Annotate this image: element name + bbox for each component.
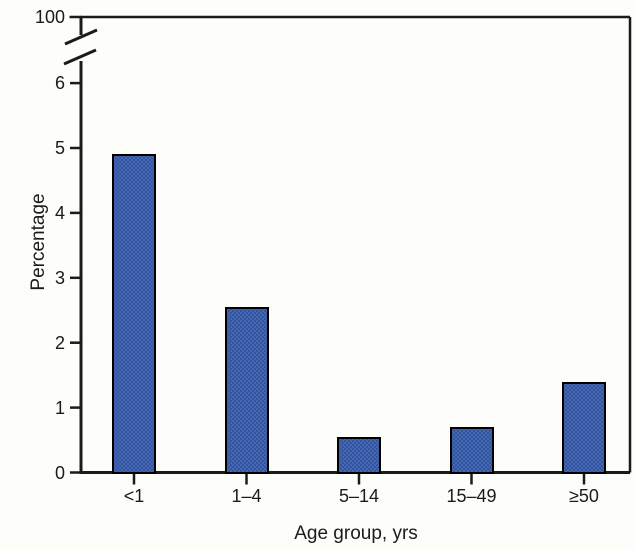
y-tick-label: 4	[54, 202, 65, 223]
y-tick-label: 0	[54, 462, 65, 483]
bar-4	[562, 381, 606, 474]
bar-1	[224, 307, 269, 474]
axis-break-slash	[63, 48, 97, 66]
y-axis-title: Percentage	[28, 193, 49, 291]
x-tick-label: ≥50	[569, 486, 599, 506]
y-tick-label: 2	[54, 332, 65, 353]
y-tick-label: 6	[54, 73, 65, 94]
bar-0	[112, 154, 156, 474]
x-axis-title: Age group, yrs	[294, 523, 418, 544]
y-tick-label: 3	[54, 267, 65, 288]
x-tick-label: <1	[123, 486, 145, 506]
x-tick-label: 1–4	[231, 486, 262, 506]
y-tick-label: 1	[54, 397, 65, 418]
y-tick-label: 5	[54, 138, 65, 158]
y-tick-label-break-top: 100	[34, 7, 65, 27]
x-tick-label: 5–14	[338, 486, 380, 506]
bar-3	[449, 427, 494, 474]
axis-break-slash	[64, 28, 98, 46]
x-tick-label: 15–49	[446, 486, 497, 506]
bar-2	[337, 436, 381, 474]
